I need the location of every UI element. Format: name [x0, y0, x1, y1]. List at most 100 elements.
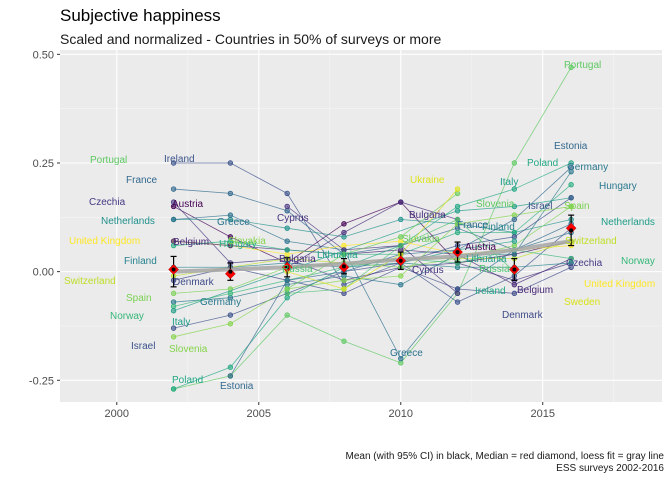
data-point	[454, 203, 461, 210]
data-point	[341, 281, 347, 288]
x-tick-label: 2010	[389, 408, 413, 420]
country-label: France	[457, 220, 489, 231]
series-line	[287, 188, 458, 290]
data-point	[454, 216, 461, 223]
country-label: Lithuania	[317, 250, 358, 261]
data-point	[227, 212, 234, 218]
data-point	[284, 295, 290, 301]
data-point	[398, 281, 404, 288]
data-point	[170, 325, 177, 331]
series-line	[173, 206, 572, 294]
country-label: Norway	[110, 311, 144, 322]
series-line	[173, 197, 572, 312]
data-point	[284, 225, 290, 231]
data-point	[170, 186, 177, 192]
mean-point	[285, 265, 290, 270]
data-point	[511, 212, 518, 218]
country-label: Slovenia	[476, 199, 515, 210]
country-label: Hungary	[599, 181, 637, 192]
mean-point	[228, 269, 233, 274]
data-point	[170, 308, 177, 314]
country-label: Bulgaria	[409, 210, 446, 221]
median-diamond	[225, 268, 236, 280]
country-label: Belgium	[517, 285, 553, 296]
country-label: Italy	[500, 177, 518, 188]
country-label: Cyprus	[412, 265, 444, 276]
country-label: France	[126, 175, 158, 186]
country-label: Slovenia	[169, 344, 208, 355]
mean-point	[569, 228, 574, 233]
country-label: Greece	[390, 348, 423, 359]
data-point	[454, 186, 461, 192]
country-label: Hungary	[219, 239, 257, 250]
median-diamond	[565, 222, 577, 234]
data-point	[170, 199, 177, 205]
data-point	[227, 160, 234, 166]
data-point	[568, 182, 574, 188]
series-line	[173, 67, 572, 390]
data-point	[284, 190, 290, 197]
country-label: Finland	[124, 256, 157, 267]
data-point	[341, 242, 347, 249]
data-point	[284, 247, 290, 253]
series-line	[286, 201, 458, 268]
country-label: Czechia	[89, 197, 126, 208]
data-point	[170, 299, 177, 305]
x-tick-label: 2015	[530, 408, 554, 420]
data-point	[568, 255, 574, 262]
data-point	[227, 312, 234, 318]
data-point	[398, 273, 404, 279]
data-point	[454, 286, 461, 292]
data-point	[511, 242, 518, 249]
series-line	[173, 201, 572, 281]
data-point	[511, 281, 518, 288]
country-label: Estonia	[220, 381, 254, 392]
data-point	[511, 216, 518, 223]
data-point	[227, 321, 234, 327]
data-point	[454, 229, 461, 236]
data-point	[170, 334, 177, 340]
data-point	[398, 355, 404, 362]
data-point	[341, 251, 347, 257]
country-label: Portugal	[564, 60, 601, 71]
country-label: United Kingdom	[69, 236, 140, 247]
mean-point	[455, 250, 460, 255]
country-label: Austria	[465, 242, 497, 253]
data-point	[511, 203, 518, 210]
data-point	[454, 299, 461, 305]
data-point	[284, 238, 290, 244]
data-point	[284, 286, 290, 292]
data-point	[398, 199, 404, 205]
country-label: Germany	[200, 297, 241, 308]
country-label: Italy	[172, 317, 190, 328]
data-point	[398, 242, 404, 249]
chart-title: Subjective happiness	[60, 6, 221, 25]
series-line	[173, 240, 572, 286]
series-line	[173, 188, 572, 255]
country-label: Czechia	[566, 258, 603, 269]
country-label: Greece	[217, 217, 250, 228]
country-label: Spain	[564, 201, 590, 212]
data-point	[511, 290, 518, 297]
data-point	[170, 216, 177, 223]
y-tick-label: 0.25	[33, 158, 54, 170]
y-tick-label: -0.25	[29, 375, 54, 387]
data-point	[227, 238, 234, 244]
data-point	[170, 290, 177, 297]
data-point	[454, 264, 461, 270]
country-label: Cyprus	[277, 213, 309, 224]
data-point	[398, 216, 404, 223]
data-point	[341, 221, 347, 227]
data-point	[454, 290, 461, 297]
data-point	[454, 208, 461, 214]
data-point	[454, 190, 461, 197]
country-label: Russia	[282, 264, 313, 275]
country-label: Sweden	[564, 297, 600, 308]
chart-caption: Mean (with 95% CI) in black, Median = re…	[346, 451, 665, 475]
country-label: Switzerland	[565, 236, 617, 247]
country-label: Ireland	[164, 154, 195, 165]
country-label: Norway	[621, 256, 655, 267]
series-line	[173, 214, 572, 360]
data-point	[341, 338, 347, 344]
